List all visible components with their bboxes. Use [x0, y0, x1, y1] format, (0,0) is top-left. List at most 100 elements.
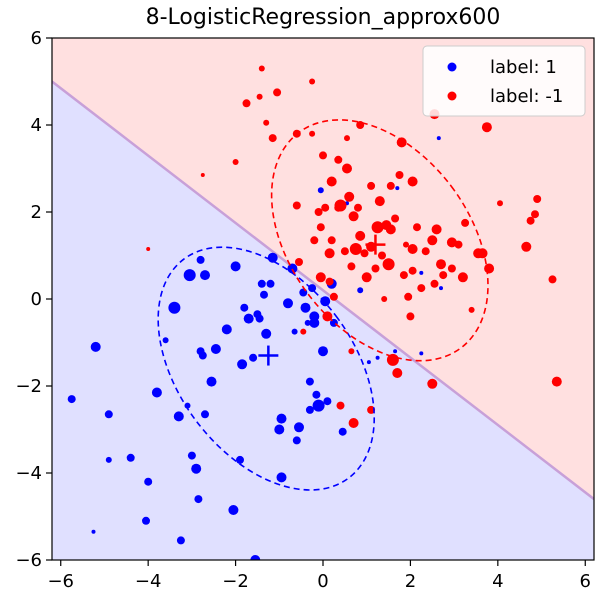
point-label-1 — [323, 397, 332, 406]
y-tick-label: 4 — [31, 115, 42, 136]
x-tick-label: 4 — [492, 571, 503, 592]
point-label-minus1 — [309, 130, 316, 137]
point-label-minus1 — [258, 65, 265, 72]
point-label-1 — [105, 456, 112, 463]
point-label-1 — [144, 477, 153, 486]
point-label-minus1 — [355, 230, 366, 241]
point-label-minus1 — [461, 218, 470, 227]
x-axis: −6 −4 −2 0 2 4 6 — [47, 560, 591, 592]
point-label-minus1 — [329, 292, 338, 301]
point-label-minus1 — [548, 275, 557, 284]
point-label-minus1 — [327, 236, 336, 245]
point-label-minus1 — [436, 259, 446, 270]
point-label-1 — [305, 377, 314, 386]
x-tick-label: 6 — [580, 571, 591, 592]
point-label-minus1 — [232, 159, 239, 165]
point-label-minus1 — [431, 224, 442, 235]
point-label-1 — [67, 395, 76, 404]
mean-marker-label-1 — [258, 345, 279, 366]
point-label-1 — [299, 288, 308, 297]
point-label-minus1 — [371, 221, 384, 234]
point-label-minus1 — [521, 241, 532, 252]
x-tick-label: 0 — [317, 571, 328, 592]
points-layer — [67, 65, 562, 560]
point-label-minus1 — [334, 199, 347, 212]
mean-marker-label-minus1 — [365, 234, 386, 255]
point-label-1 — [210, 344, 221, 354]
point-label-minus1 — [446, 237, 457, 248]
point-label-minus1 — [315, 272, 326, 283]
point-label-minus1 — [399, 271, 408, 280]
region-label-1 — [52, 81, 594, 560]
point-label-minus1 — [484, 263, 495, 274]
point-label-minus1 — [404, 292, 413, 301]
point-label-1 — [276, 413, 287, 424]
point-label-1 — [250, 555, 261, 560]
point-label-1 — [395, 186, 400, 191]
point-label-1 — [393, 349, 398, 354]
ellipse-label-minus1 — [270, 119, 489, 362]
point-label-minus1 — [391, 214, 400, 223]
point-label-minus1 — [551, 376, 562, 387]
point-label-minus1 — [497, 200, 503, 207]
point-label-1 — [309, 317, 320, 328]
point-label-1 — [173, 411, 184, 422]
point-label-minus1 — [430, 279, 439, 288]
point-label-minus1 — [348, 211, 359, 222]
point-label-minus1 — [531, 210, 539, 219]
point-label-1 — [183, 269, 196, 282]
point-label-minus1 — [406, 312, 415, 321]
point-label-1 — [294, 422, 304, 433]
point-label-1 — [194, 495, 203, 504]
point-label-minus1 — [477, 248, 488, 259]
point-label-minus1 — [334, 155, 343, 164]
chart-title: 8-LogisticRegression_approx600 — [146, 5, 501, 30]
point-label-minus1 — [344, 135, 350, 142]
point-label-minus1 — [325, 277, 334, 286]
point-label-minus1 — [242, 99, 251, 108]
legend-box — [422, 45, 586, 117]
point-label-minus1 — [417, 284, 426, 293]
x-tick-label: −4 — [135, 571, 162, 592]
point-label-minus1 — [427, 378, 438, 389]
legend-label-1: label: 1 — [490, 57, 557, 78]
ellipse-label-1 — [157, 246, 376, 491]
point-label-1 — [236, 455, 244, 464]
point-label-1 — [276, 472, 287, 483]
point-label-minus1 — [321, 203, 330, 212]
point-label-1 — [317, 187, 324, 194]
point-label-minus1 — [309, 78, 316, 85]
point-label-1 — [267, 252, 278, 263]
point-label-1 — [142, 516, 150, 525]
point-label-minus1 — [354, 203, 362, 212]
point-label-1 — [255, 314, 264, 323]
point-label-1 — [196, 255, 205, 264]
point-label-1 — [274, 424, 285, 435]
point-label-1 — [201, 410, 209, 419]
point-label-1 — [283, 298, 293, 309]
point-label-minus1 — [268, 134, 277, 143]
point-label-1 — [176, 536, 185, 545]
point-label-1 — [304, 319, 311, 326]
decision-boundary — [52, 80, 594, 501]
point-label-1 — [300, 302, 311, 313]
y-tick-label: −2 — [15, 376, 42, 397]
point-label-1 — [221, 324, 232, 335]
point-label-minus1 — [263, 119, 270, 126]
point-label-minus1 — [421, 247, 430, 256]
point-label-1 — [287, 263, 298, 274]
point-label-minus1 — [407, 244, 418, 254]
point-label-1 — [375, 355, 380, 360]
point-label-1 — [419, 351, 424, 356]
point-label-1 — [249, 353, 258, 362]
point-label-minus1 — [386, 353, 399, 366]
point-label-minus1 — [336, 401, 345, 410]
point-label-minus1 — [326, 176, 337, 187]
region-label-minus1 — [52, 38, 594, 500]
point-label-minus1 — [348, 348, 355, 355]
plot-area — [52, 38, 594, 560]
point-label-1 — [187, 451, 196, 460]
point-label-minus1 — [392, 368, 403, 378]
point-label-1 — [292, 436, 301, 445]
